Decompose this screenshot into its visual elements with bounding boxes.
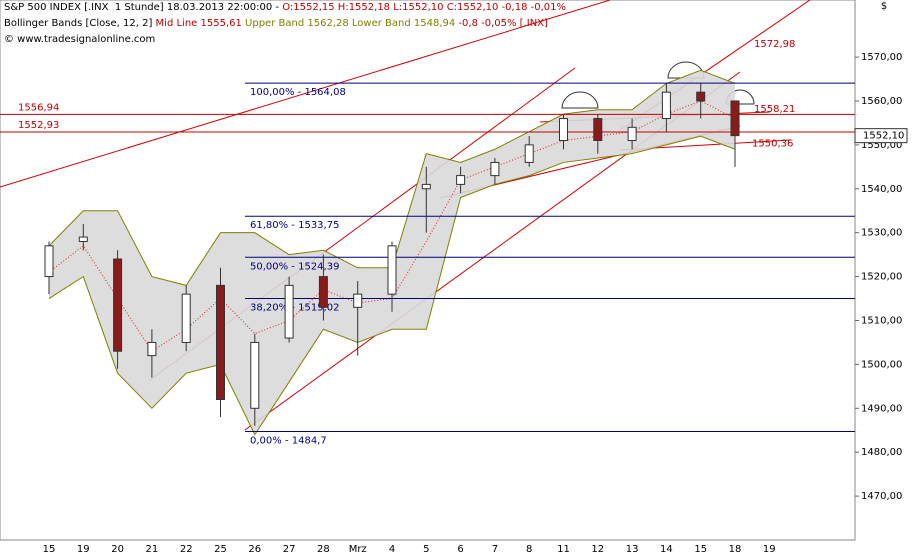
y-tick-label: 1490,00 (861, 403, 902, 414)
x-tick-label: 7 (492, 544, 498, 555)
fib-label: 0,00% - 1484,7 (250, 436, 327, 447)
candle-body (216, 284, 225, 401)
y-tick-label: 1540,00 (861, 184, 902, 195)
change: -0,8 -0,05% [.INX] (458, 18, 548, 29)
candle-body (559, 118, 568, 141)
x-tick-label: 27 (283, 544, 296, 555)
annotation: 1550,36 (752, 138, 793, 149)
x-tick-label: Mrz (349, 544, 367, 555)
x-tick-label: 14 (660, 544, 673, 555)
y-tick-label: 1530,00 (861, 228, 902, 239)
candle-body (44, 245, 54, 278)
candle-body (661, 91, 671, 120)
trendline (0, 0, 611, 188)
x-tick-label: 15 (43, 544, 56, 555)
y-tick-label: 1520,00 (861, 272, 902, 283)
fib-label: 100,00% - 1564,08 (250, 87, 346, 98)
y-tick-label: 1560,00 (861, 96, 902, 107)
candle-body (147, 341, 157, 357)
level-label: 1556,94 (18, 102, 59, 113)
candle-body (181, 293, 191, 343)
annotation: 1558,21 (754, 104, 795, 115)
bands-text: Upper Band 1562,28 Lower Band 1548,94 (245, 18, 456, 29)
indicator: Bollinger Bands [Close, 12, 2] (4, 18, 153, 29)
x-tick-label: 4 (389, 544, 395, 555)
x-tick-label: 18 (729, 544, 742, 555)
y-tick-label: 1500,00 (861, 359, 902, 370)
y-tick-label: 1570,00 (861, 52, 902, 63)
x-tick-label: 19 (77, 544, 90, 555)
fib-label: 38,20% - 1515,02 (250, 302, 339, 313)
candle-body (113, 258, 123, 352)
x-tick-label: 11 (557, 544, 570, 555)
y-tick-label: 1480,00 (861, 447, 902, 458)
x-tick-label: 15 (694, 544, 707, 555)
x-tick-label: 21 (146, 544, 159, 555)
price-tag (854, 128, 908, 144)
fib-label: 61,80% - 1533,75 (250, 220, 339, 231)
mid-text: Mid Line 1555,61 (155, 18, 242, 29)
candle-body (627, 126, 637, 141)
annotation: 1572,98 (754, 39, 795, 50)
candle-body (730, 100, 740, 137)
header: S&P 500 INDEX [.INX 1 Stunde] 18.03.2013… (4, 0, 566, 48)
y-tick-label: 1510,00 (861, 315, 902, 326)
x-tick-label: 20 (111, 544, 124, 555)
arc (561, 91, 599, 109)
x-tick-label: 8 (526, 544, 532, 555)
symbol: S&P 500 INDEX [.INX 1 Stunde] 18.03.2013… (4, 2, 280, 13)
level-label: 1552,93 (18, 120, 59, 131)
currency: $ (881, 1, 887, 12)
candle-body (78, 236, 88, 242)
candle-body (387, 245, 397, 295)
x-tick-label: 26 (248, 544, 261, 555)
candle-body (318, 276, 328, 308)
candle-body (456, 175, 466, 185)
candle-body (284, 284, 294, 339)
candle-body (524, 144, 534, 163)
x-tick-label: 5 (423, 544, 429, 555)
x-tick-label: 13 (626, 544, 639, 555)
candle-body (250, 341, 260, 409)
x-tick-label: 22 (180, 544, 193, 555)
band-line (48, 135, 736, 436)
ohlc: O:1552,15 H:1552,18 L:1552,10 C:1552,10 … (282, 2, 567, 13)
x-tick-label: 25 (214, 544, 227, 555)
y-tick-label: 1550,00 (861, 140, 902, 151)
price-tag-label: 1552,10 (863, 131, 904, 142)
candle-body (490, 161, 500, 177)
y-tick-label: 1470,00 (861, 491, 902, 502)
x-tick-label: 19 (763, 544, 776, 555)
candle-body (696, 91, 706, 102)
x-tick-label: 6 (457, 544, 463, 555)
x-tick-label: 12 (591, 544, 604, 555)
fib-label: 50,00% - 1524,39 (250, 261, 339, 272)
candle-body (421, 183, 431, 190)
candle-body (593, 118, 603, 141)
x-tick-label: 28 (317, 544, 330, 555)
candle-body (353, 293, 363, 308)
copyright: © www.tradesignalonline.com (4, 34, 156, 45)
